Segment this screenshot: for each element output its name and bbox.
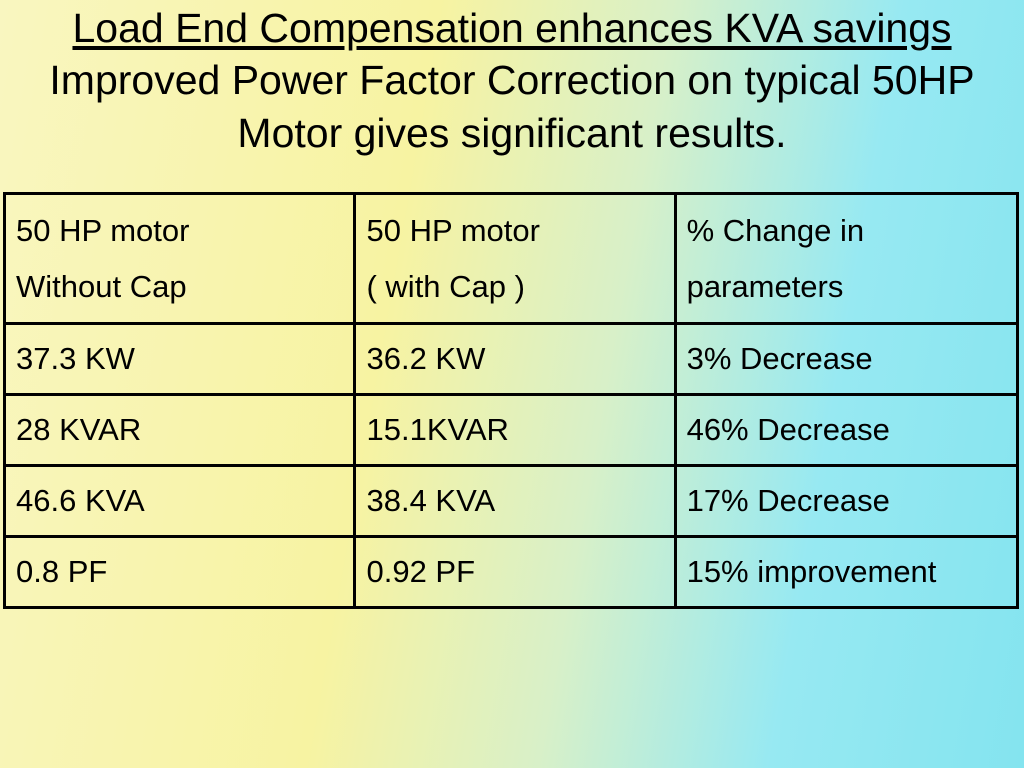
header-cell-without-cap: 50 HP motor Without Cap — [2, 192, 357, 326]
cell-pf-with: 0.92 PF — [353, 535, 677, 610]
cell-pf-change: 15% improvement — [673, 535, 1020, 610]
slide-title: Load End Compensation enhances KVA savin… — [0, 0, 1024, 159]
header-line: 50 HP motor — [16, 212, 190, 248]
results-table: 50 HP motor Without Cap 50 HP motor ( wi… — [2, 192, 1020, 610]
cell-kvar-change: 46% Decrease — [673, 393, 1020, 468]
title-subtitle-text: Improved Power Factor Correction on typi… — [49, 57, 975, 156]
cell-kva-with: 38.4 KVA — [353, 464, 677, 539]
header-line: Without Cap — [16, 268, 187, 304]
cell-kw-with: 36.2 KW — [353, 322, 677, 397]
table-row-pf: 0.8 PF 0.92 PF 15% improvement — [2, 535, 1020, 610]
cell-kva-change: 17% Decrease — [673, 464, 1020, 539]
cell-pf-without: 0.8 PF — [2, 535, 357, 610]
cell-kvar-without: 28 KVAR — [2, 393, 357, 468]
header-line: % Change in — [686, 212, 865, 248]
header-cell-with-cap: 50 HP motor ( with Cap ) — [353, 192, 677, 326]
header-line: parameters — [686, 268, 844, 304]
table-row-kva: 46.6 KVA 38.4 KVA 17% Decrease — [2, 464, 1020, 539]
cell-kvar-with: 15.1KVAR — [353, 393, 677, 468]
header-cell-change: % Change in parameters — [673, 192, 1020, 326]
table-row-kw: 37.3 KW 36.2 KW 3% Decrease — [2, 322, 1020, 397]
title-underlined-text: Load End Compensation enhances KVA savin… — [72, 5, 952, 51]
header-line: ( with Cap ) — [366, 268, 525, 304]
cell-kva-without: 46.6 KVA — [2, 464, 357, 539]
table-row-kvar: 28 KVAR 15.1KVAR 46% Decrease — [2, 393, 1020, 468]
cell-kw-without: 37.3 KW — [2, 322, 357, 397]
table-header-row: 50 HP motor Without Cap 50 HP motor ( wi… — [2, 192, 1020, 326]
cell-kw-change: 3% Decrease — [673, 322, 1020, 397]
header-line: 50 HP motor — [366, 212, 540, 248]
